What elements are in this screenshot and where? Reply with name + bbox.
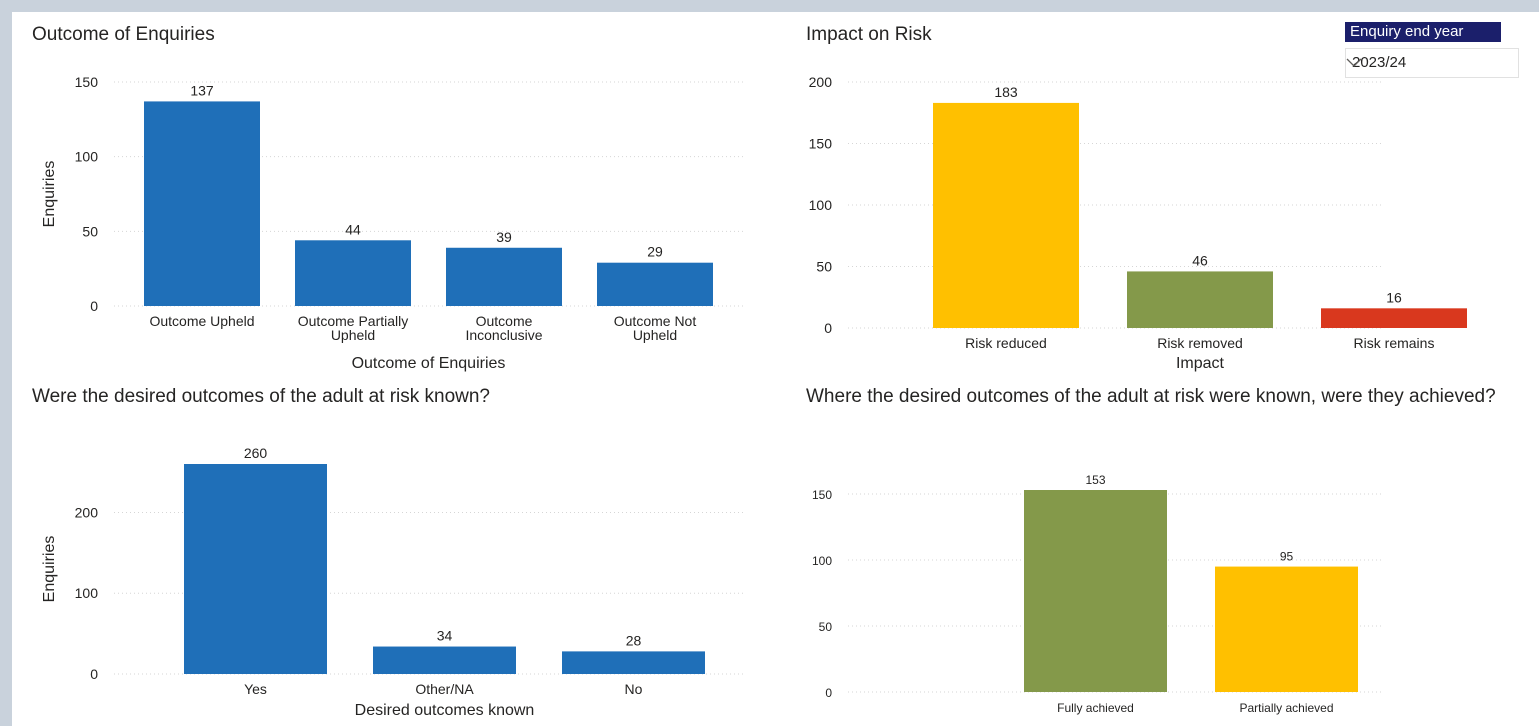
slicer-title: Enquiry end year	[1345, 22, 1501, 42]
y-tick-label: 200	[75, 504, 99, 520]
report-canvas: Outcome of Enquiries 0 50 100 150 Enquiries 1…	[12, 12, 1539, 726]
data-label: 46	[1192, 252, 1208, 268]
data-label: 28	[626, 632, 642, 648]
year-dropdown-value: 2023/24	[1352, 54, 1407, 71]
data-label: 16	[1386, 289, 1402, 305]
x-tick-label: Upheld	[331, 327, 375, 343]
chevron-down-icon	[1346, 58, 1362, 67]
bar[interactable]	[1024, 490, 1167, 692]
x-tick-label: Outcome Not	[614, 313, 697, 329]
bar[interactable]	[144, 101, 260, 306]
y-tick-label: 200	[809, 74, 833, 90]
x-tick-label: Yes	[244, 681, 267, 697]
y-tick-label: 0	[824, 320, 832, 336]
data-label: 153	[1085, 473, 1105, 487]
y-tick-label: 0	[825, 686, 832, 700]
y-tick-label: 100	[75, 149, 99, 165]
achieved-chart-svg: 0 50 100 150 153 Fully achieved 95 Partially ac…	[812, 473, 1381, 715]
data-label: 39	[496, 229, 512, 245]
y-tick-label: 0	[90, 298, 98, 314]
x-axis-label: Outcome of Enquiries	[352, 355, 506, 372]
x-axis-label: Desired outcomes known	[355, 702, 535, 719]
x-tick-label: Outcome	[476, 313, 533, 329]
outcome-chart-title: Outcome of Enquiries	[32, 24, 215, 45]
bar[interactable]	[562, 651, 705, 674]
x-tick-label: Risk reduced	[965, 335, 1047, 351]
y-tick-label: 100	[812, 554, 832, 568]
y-tick-label: 150	[809, 136, 833, 152]
bar[interactable]	[1127, 271, 1273, 328]
x-tick-label: Other/NA	[415, 681, 474, 697]
bar[interactable]	[446, 247, 562, 306]
outcome-chart-svg: 0 50 100 150 Enquiries 137 Outcome Upheld 44 Out…	[41, 74, 744, 372]
impact-on-risk-panel: Impact on Risk 0 50 100 150 200 183 Risk reduc…	[806, 22, 1467, 372]
x-tick-label: Upheld	[633, 327, 677, 343]
y-tick-label: 150	[75, 74, 99, 90]
data-label: 260	[244, 445, 268, 461]
x-tick-label: Risk removed	[1157, 335, 1243, 351]
y-tick-label: 50	[82, 223, 98, 239]
bar[interactable]	[295, 240, 411, 306]
risk-chart-svg: 0 50 100 150 200 183 Risk reduced 46 Risk remove…	[809, 74, 1467, 372]
y-tick-label: 50	[819, 620, 833, 634]
y-axis-label: Enquiries	[41, 161, 58, 228]
achieved-chart-title: Where the desired outcomes of the adult …	[806, 386, 1496, 407]
known-chart-svg: 0 100 200 Enquiries 260 Yes 34 Other/NA 28 No Desi…	[41, 445, 744, 719]
data-label: 183	[994, 84, 1018, 100]
known-chart-title: Were the desired outcomes of the adult a…	[32, 386, 491, 407]
bar[interactable]	[373, 646, 516, 674]
x-tick-label: Fully achieved	[1057, 701, 1134, 715]
risk-chart-title: Impact on Risk	[806, 24, 932, 45]
y-tick-label: 100	[75, 585, 99, 601]
data-label: 34	[437, 628, 453, 644]
bar[interactable]	[597, 262, 713, 306]
x-tick-label: Partially achieved	[1239, 701, 1333, 715]
y-tick-label: 0	[90, 666, 98, 682]
x-tick-label: Outcome Partially	[298, 313, 408, 329]
y-axis-label: Enquiries	[41, 536, 58, 603]
bar[interactable]	[933, 102, 1079, 328]
y-tick-label: 50	[816, 259, 832, 275]
enquiry-end-year-slicer: Enquiry end year 2023/24	[1345, 22, 1519, 82]
bar[interactable]	[184, 464, 327, 674]
x-tick-label: Outcome Upheld	[149, 313, 254, 329]
x-tick-label: No	[625, 681, 643, 697]
x-tick-label: Inconclusive	[465, 327, 542, 343]
data-label: 137	[190, 82, 214, 98]
data-label: 95	[1280, 550, 1294, 564]
year-dropdown[interactable]: 2023/24	[1345, 48, 1519, 78]
outcome-of-enquiries-panel: Outcome of Enquiries 0 50 100 150 Enquiries 1…	[32, 22, 772, 372]
x-axis-label: Impact	[1176, 355, 1225, 372]
bar[interactable]	[1215, 566, 1358, 692]
y-tick-label: 100	[809, 197, 833, 213]
x-tick-label: Risk remains	[1354, 335, 1435, 351]
desired-outcomes-achieved-panel: Where the desired outcomes of the adult …	[806, 384, 1526, 719]
y-tick-label: 150	[812, 488, 832, 502]
desired-outcomes-known-panel: Were the desired outcomes of the adult a…	[32, 384, 772, 719]
data-label: 44	[345, 221, 361, 237]
bar[interactable]	[1321, 308, 1467, 328]
data-label: 29	[647, 244, 663, 260]
